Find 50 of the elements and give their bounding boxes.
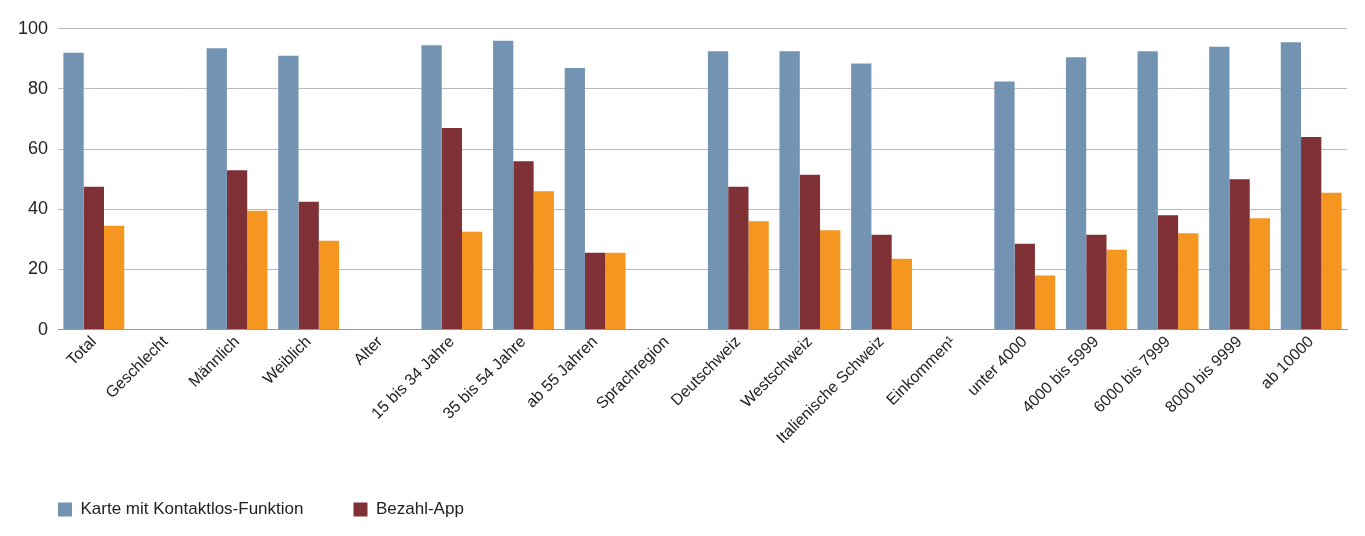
bar	[994, 81, 1015, 330]
bar	[748, 221, 769, 330]
bar	[1157, 215, 1179, 330]
bar	[493, 40, 514, 330]
bar	[226, 170, 248, 330]
bar	[298, 201, 319, 330]
bar	[871, 234, 892, 330]
bar	[462, 231, 483, 330]
bar	[564, 67, 585, 330]
y-tick-label: 60	[28, 138, 49, 159]
bar	[1229, 179, 1250, 330]
bar	[103, 225, 125, 330]
bar	[421, 45, 442, 330]
bar	[584, 252, 606, 330]
bar	[206, 48, 227, 330]
legend-label: Bezahl-App	[375, 499, 464, 519]
bar	[1178, 233, 1199, 330]
y-tick-label: 40	[28, 198, 49, 219]
bar	[891, 258, 912, 330]
bar	[799, 174, 821, 330]
bar	[1209, 46, 1230, 330]
bar	[63, 52, 84, 330]
y-tick-label: 0	[38, 318, 49, 339]
bar	[851, 63, 872, 330]
bar	[1280, 42, 1302, 330]
y-tick-label: 80	[28, 77, 49, 98]
bar	[820, 230, 841, 330]
bar	[1065, 57, 1087, 330]
bar	[707, 51, 729, 330]
bar	[1249, 218, 1271, 330]
bar	[83, 186, 104, 330]
legend-label: Karte mit Kontaktlos-Funktion	[80, 499, 304, 519]
bar	[1321, 192, 1342, 330]
bar	[441, 128, 463, 330]
bar	[318, 240, 340, 330]
bar	[1034, 275, 1056, 330]
bar	[605, 252, 626, 330]
y-tick-label: 20	[28, 258, 49, 279]
y-tick-label: 100	[17, 17, 49, 38]
bar	[533, 191, 554, 330]
bar	[1301, 137, 1322, 330]
bar	[247, 210, 268, 330]
bar	[779, 51, 800, 330]
bar	[728, 186, 749, 330]
bar	[278, 55, 299, 330]
bar	[1137, 51, 1158, 330]
bar	[1086, 234, 1107, 330]
bar	[513, 161, 534, 330]
bar	[1106, 249, 1127, 330]
bar	[1014, 243, 1035, 330]
